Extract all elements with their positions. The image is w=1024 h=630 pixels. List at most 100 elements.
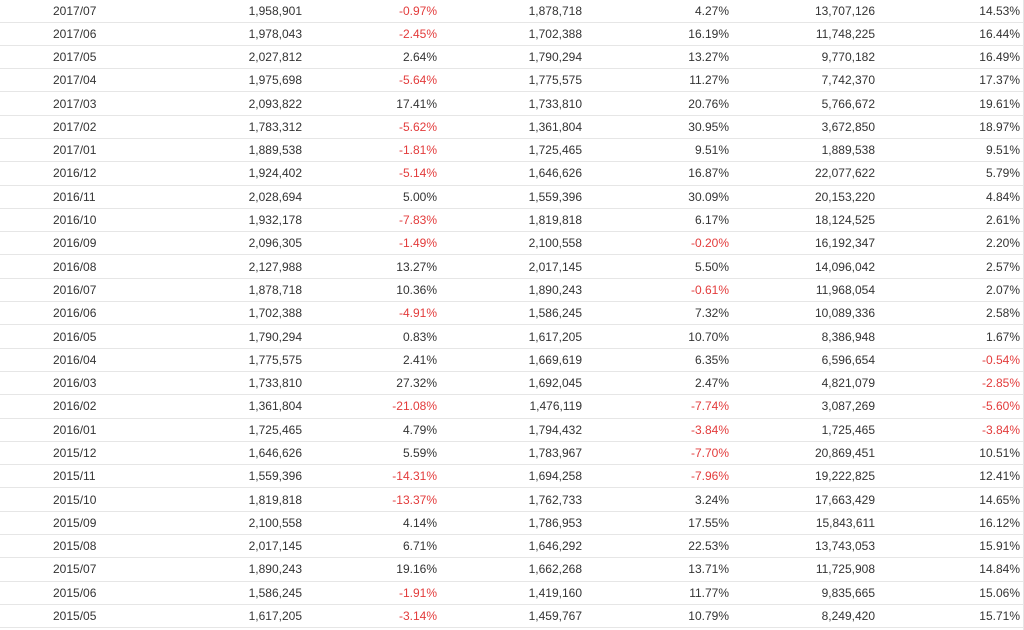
value-cell: 1,702,388 — [528, 26, 582, 41]
percent-cell: 2.47% — [694, 376, 729, 391]
cumulative-percent-cell: -0.54% — [981, 352, 1020, 367]
value-cell: 1,975,698 — [248, 73, 302, 88]
cumulative-percent-cell: 1.67% — [985, 329, 1020, 344]
cumulative-value-cell: 5,766,672 — [821, 96, 875, 111]
cumulative-value-cell: 20,153,220 — [814, 189, 875, 204]
value-cell: 1,617,205 — [528, 329, 582, 344]
cumulative-percent-cell: 17.37% — [979, 73, 1020, 88]
percent-cell: -0.61% — [690, 282, 729, 297]
percent-cell: -1.91% — [398, 585, 437, 600]
cumulative-percent-cell: 12.41% — [979, 469, 1020, 484]
percent-cell: -7.74% — [690, 399, 729, 414]
percent-cell: 13.27% — [688, 49, 729, 64]
table-row: 2015/12 1,646,626 5.59% 1,783,967 -7.70% 20,8… — [0, 442, 1023, 466]
value-cell: 1,819,818 — [528, 213, 582, 228]
date-cell: 2015/12 — [53, 445, 97, 460]
cumulative-percent-cell: 2.20% — [985, 236, 1020, 251]
percent-cell: 11.27% — [689, 73, 729, 88]
cumulative-percent-cell: 5.79% — [985, 166, 1020, 181]
date-cell: 2015/09 — [53, 515, 97, 530]
value-cell: 1,890,243 — [248, 562, 302, 577]
cumulative-value-cell: 20,869,451 — [814, 445, 875, 460]
cumulative-percent-cell: 2.61% — [985, 213, 1020, 228]
cumulative-value-cell: 9,770,182 — [821, 49, 875, 64]
cumulative-value-cell: 9,835,665 — [821, 585, 875, 600]
value-cell: 1,790,294 — [248, 329, 302, 344]
cumulative-value-cell: 1,889,538 — [821, 143, 875, 158]
date-cell: 2016/01 — [53, 422, 97, 437]
date-cell: 2015/05 — [53, 609, 97, 624]
cumulative-percent-cell: 2.57% — [985, 259, 1020, 274]
percent-cell: -3.14% — [398, 609, 437, 624]
cumulative-percent-cell: 16.49% — [979, 49, 1020, 64]
table-row: 2015/10 1,819,818 -13.37% 1,762,733 3.24% 17,… — [0, 488, 1023, 512]
value-cell: 1,958,901 — [248, 3, 302, 18]
percent-cell: -0.20% — [690, 236, 729, 251]
cumulative-value-cell: 4,821,079 — [821, 376, 875, 391]
value-cell: 1,662,268 — [528, 562, 582, 577]
cumulative-percent-cell: 14.53% — [979, 3, 1020, 18]
value-cell: 1,783,312 — [248, 119, 302, 134]
value-cell: 1,775,575 — [248, 352, 302, 367]
value-cell: 1,762,733 — [528, 492, 582, 507]
percent-cell: 9.51% — [694, 143, 729, 158]
cumulative-percent-cell: 10.51% — [979, 445, 1020, 460]
date-cell: 2015/06 — [53, 585, 97, 600]
value-cell: 1,794,432 — [528, 422, 582, 437]
table-row: 2015/07 1,890,243 19.16% 1,662,268 13.71% 11,… — [0, 558, 1023, 582]
table-row: 2016/12 1,924,402 -5.14% 1,646,626 16.87% 22,… — [0, 162, 1023, 186]
percent-cell: 30.09% — [688, 189, 729, 204]
date-cell: 2016/02 — [53, 399, 97, 414]
table-row: 2016/07 1,878,718 10.36% 1,890,243 -0.61% 11,… — [0, 279, 1023, 303]
value-cell: 2,028,694 — [248, 189, 302, 204]
date-cell: 2016/03 — [53, 376, 97, 391]
cumulative-value-cell: 8,249,420 — [821, 609, 875, 624]
table-row: 2017/04 1,975,698 -5.64% 1,775,575 11.27% 7,7… — [0, 69, 1023, 93]
value-cell: 2,093,822 — [248, 96, 302, 111]
cumulative-percent-cell: 2.07% — [985, 282, 1020, 297]
percent-cell: 10.79% — [688, 609, 729, 624]
table-row: 2015/06 1,586,245 -1.91% 1,419,160 11.77% 9,8… — [0, 582, 1023, 605]
table-row: 2017/01 1,889,538 -1.81% 1,725,465 9.51% 1,88… — [0, 139, 1023, 163]
percent-cell: 17.41% — [396, 96, 437, 111]
value-cell: 1,819,818 — [248, 492, 302, 507]
table-row: 2016/09 2,096,305 -1.49% 2,100,558 -0.20% 16,… — [0, 232, 1023, 256]
value-cell: 1,733,810 — [528, 96, 582, 111]
value-cell: 1,783,967 — [528, 445, 582, 460]
date-cell: 2016/10 — [53, 213, 97, 228]
cumulative-percent-cell: 18.97% — [979, 119, 1020, 134]
value-cell: 1,786,953 — [528, 515, 582, 530]
cumulative-percent-cell: 16.12% — [979, 515, 1020, 530]
value-cell: 2,100,558 — [528, 236, 582, 251]
value-cell: 1,459,767 — [528, 609, 582, 624]
cumulative-value-cell: 10,089,336 — [814, 306, 875, 321]
table-row: 2016/03 1,733,810 27.32% 1,692,045 2.47% 4,82… — [0, 372, 1023, 396]
percent-cell: 4.27% — [694, 3, 729, 18]
table-row: 2016/01 1,725,465 4.79% 1,794,432 -3.84% 1,72… — [0, 419, 1023, 442]
percent-cell: -7.70% — [690, 445, 729, 460]
cumulative-percent-cell: 9.51% — [985, 143, 1020, 158]
cumulative-value-cell: 11,748,225 — [815, 26, 875, 41]
cumulative-value-cell: 11,968,054 — [815, 282, 875, 297]
table-row: 2015/08 2,017,145 6.71% 1,646,292 22.53% 13,7… — [0, 535, 1023, 559]
percent-cell: 6.17% — [694, 213, 729, 228]
date-cell: 2016/12 — [53, 166, 97, 181]
value-cell: 1,559,396 — [248, 469, 302, 484]
cumulative-value-cell: 15,843,611 — [815, 515, 875, 530]
value-cell: 1,694,258 — [528, 469, 582, 484]
percent-cell: 17.55% — [688, 515, 729, 530]
value-cell: 1,617,205 — [248, 609, 302, 624]
value-cell: 2,100,558 — [248, 515, 302, 530]
value-cell: 1,790,294 — [528, 49, 582, 64]
date-cell: 2016/06 — [53, 306, 97, 321]
percent-cell: 30.95% — [688, 119, 729, 134]
percent-cell: -4.91% — [398, 306, 437, 321]
date-cell: 2015/08 — [53, 539, 97, 554]
value-cell: 1,646,626 — [248, 445, 302, 460]
date-cell: 2016/08 — [53, 259, 97, 274]
percent-cell: -0.97% — [398, 3, 437, 18]
date-cell: 2015/10 — [53, 492, 97, 507]
table-row: 2016/02 1,361,804 -21.08% 1,476,119 -7.74% 3,… — [0, 395, 1023, 419]
cumulative-percent-cell: 2.58% — [985, 306, 1020, 321]
date-cell: 2017/02 — [53, 119, 97, 134]
